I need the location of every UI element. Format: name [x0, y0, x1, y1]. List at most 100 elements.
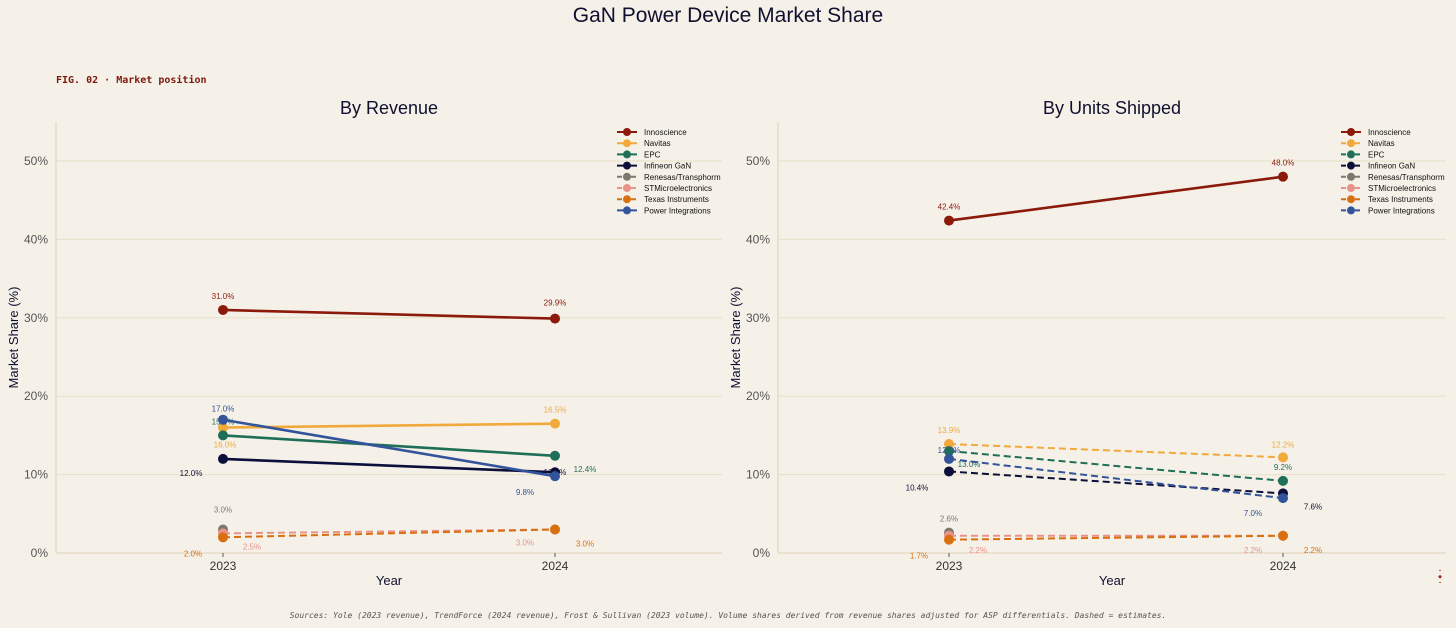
- series-stmicroelectronics: 2.5% 3.0%: [218, 524, 560, 551]
- legend-item: Texas Instruments: [617, 195, 709, 204]
- legend-marker: [1347, 172, 1355, 181]
- data-point: [218, 430, 228, 441]
- data-label: 2.2%: [1304, 546, 1322, 555]
- x-tick-label: 2024: [1270, 559, 1297, 573]
- y-axis-label: Market Share (%): [6, 287, 21, 389]
- data-point: [944, 215, 954, 226]
- series-line: [222, 528, 556, 539]
- data-label: 16.5%: [544, 406, 567, 415]
- legend-marker: [623, 184, 631, 192]
- legend-label: Innoscience: [644, 128, 687, 137]
- legend-label: EPC: [644, 150, 661, 159]
- data-label: 42.4%: [938, 203, 961, 212]
- series-innoscience: 42.4% 48.0%: [938, 159, 1294, 226]
- y-axis-label: Market Share (%): [728, 287, 743, 389]
- data-point: [218, 453, 228, 464]
- data-point: [944, 534, 954, 545]
- y-tick-label: 20%: [24, 389, 48, 403]
- chart-panel-revenue: 0% 10% 20% 30% 40% 50% 2023 2024 By Revenue Year M…: [6, 98, 722, 588]
- data-point: [944, 439, 954, 450]
- figure-title: GaN Power Device Market Share: [572, 4, 884, 27]
- data-label: 3.0%: [214, 505, 232, 514]
- series-texas-instruments: 1.7% 2.2%: [910, 530, 1322, 561]
- legend-item: Power Integrations: [1341, 206, 1435, 215]
- series-navitas: 13.9% 12.2%: [938, 426, 1294, 463]
- chart-title: By Revenue: [340, 98, 438, 118]
- data-label: 1.7%: [910, 552, 928, 561]
- data-point: [1278, 530, 1288, 541]
- data-point: [550, 524, 560, 535]
- legend-label: Texas Instruments: [1368, 195, 1433, 204]
- data-point: [1278, 171, 1288, 182]
- data-point: [944, 453, 954, 464]
- data-label: 2.0%: [184, 549, 202, 558]
- legend-label: Innoscience: [1368, 128, 1411, 137]
- figure-label: FIG. 02 · Market position: [56, 75, 207, 86]
- y-tick-label: 30%: [24, 311, 48, 325]
- data-point: [1278, 493, 1288, 504]
- legend-marker: [623, 128, 631, 136]
- y-tick-label: 20%: [746, 389, 770, 403]
- legend-marker: [623, 195, 631, 204]
- data-label: 10.4%: [906, 483, 929, 492]
- data-label: 16.0%: [214, 441, 237, 450]
- legend-marker: [1347, 128, 1355, 136]
- legend-label: Navitas: [644, 139, 671, 148]
- series-epc: 13.0% 9.2%: [944, 446, 1292, 486]
- data-label: 29.9%: [544, 299, 567, 308]
- data-point: [550, 313, 560, 324]
- x-tick-label: 2024: [542, 559, 569, 573]
- y-tick-label: 50%: [24, 154, 48, 168]
- legend-marker: [623, 172, 631, 181]
- legend-marker: [1347, 206, 1355, 215]
- legend-item: Infineon GaN: [1341, 161, 1415, 171]
- data-label: 12.4%: [574, 465, 597, 474]
- y-tick-label: 0%: [753, 546, 771, 560]
- legend-item: Navitas: [1341, 139, 1395, 148]
- legend-label: Texas Instruments: [644, 195, 709, 204]
- legend-item: Texas Instruments: [1341, 195, 1433, 204]
- data-point: [218, 422, 228, 433]
- data-label: 12.0%: [180, 469, 203, 478]
- series-power-integrations: 12.0% 7.0%: [938, 446, 1288, 518]
- data-point: [944, 446, 954, 457]
- legend-label: Navitas: [1368, 139, 1395, 148]
- chart-title: By Units Shipped: [1043, 98, 1181, 118]
- legend-label: Infineon GaN: [644, 162, 691, 171]
- data-point: [218, 532, 228, 543]
- series-infineon-gan: 10.4% 7.6%: [906, 466, 1322, 511]
- data-point: [1278, 475, 1288, 486]
- y-tick-label: 10%: [746, 468, 770, 482]
- data-label: 13.9%: [938, 426, 961, 435]
- legend-marker: [1347, 139, 1355, 148]
- series-line: [222, 308, 556, 320]
- data-label: 2.2%: [1244, 546, 1262, 555]
- legend-item: STMicroelectronics: [1341, 184, 1436, 193]
- series-line: [948, 175, 1284, 222]
- legend-marker: [623, 150, 631, 159]
- legend-marker: [623, 206, 631, 215]
- data-label: 3.0%: [576, 539, 594, 548]
- logo-icon: ▪ ◆ ▪: [1438, 568, 1442, 586]
- series-navitas: 16.0% 16.5%: [214, 406, 567, 450]
- x-tick-label: 2023: [210, 559, 237, 573]
- data-label: 12.0%: [938, 446, 961, 455]
- legend-label: Renesas/Transphorm: [1368, 173, 1445, 182]
- legend-item: EPC: [1341, 150, 1385, 159]
- legend-item: STMicroelectronics: [617, 184, 712, 193]
- series-line: [948, 470, 1284, 495]
- series-line: [948, 443, 1284, 459]
- data-label: 2.2%: [969, 546, 987, 555]
- data-label: 13.0%: [958, 460, 981, 469]
- x-axis-label: Year: [376, 573, 403, 588]
- y-tick-label: 40%: [24, 232, 48, 246]
- x-tick-label: 2023: [936, 559, 963, 573]
- data-label: 31.0%: [212, 292, 235, 301]
- source-note: Sources: Yole (2023 revenue), TrendForce…: [289, 611, 1167, 620]
- series-line: [222, 434, 556, 458]
- y-tick-label: 0%: [31, 546, 49, 560]
- legend-item: Infineon GaN: [617, 161, 691, 171]
- data-point: [218, 414, 228, 425]
- legend-marker: [623, 161, 631, 170]
